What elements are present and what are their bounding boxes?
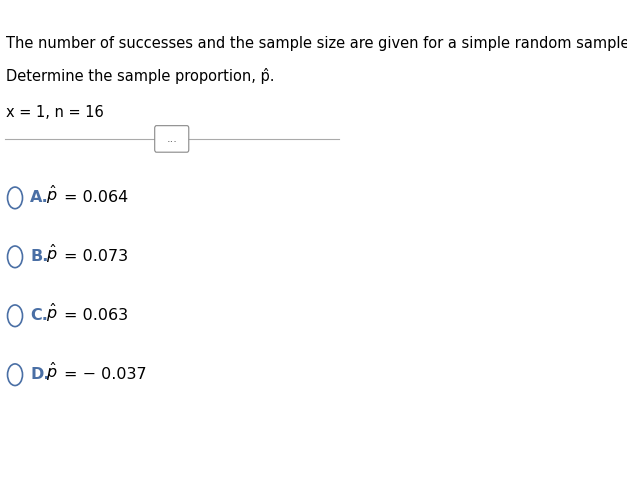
Text: ...: ... bbox=[166, 134, 177, 144]
FancyBboxPatch shape bbox=[155, 125, 189, 152]
Text: A.: A. bbox=[30, 190, 49, 206]
Text: C.: C. bbox=[30, 308, 48, 323]
Text: = − 0.037: = − 0.037 bbox=[65, 367, 147, 382]
Text: The number of successes and the sample size are given for a simple random sample: The number of successes and the sample s… bbox=[6, 36, 627, 51]
Text: Determine the sample proportion, p̂.: Determine the sample proportion, p̂. bbox=[6, 68, 275, 83]
Text: $\hat{p}$: $\hat{p}$ bbox=[46, 302, 57, 325]
Text: = 0.063: = 0.063 bbox=[65, 308, 129, 323]
Text: D.: D. bbox=[30, 367, 50, 382]
Text: x = 1, n = 16: x = 1, n = 16 bbox=[6, 105, 103, 120]
Text: = 0.064: = 0.064 bbox=[65, 190, 129, 206]
Text: $\hat{p}$: $\hat{p}$ bbox=[46, 244, 57, 265]
Text: $\hat{p}$: $\hat{p}$ bbox=[46, 184, 57, 206]
Text: = 0.073: = 0.073 bbox=[65, 249, 129, 264]
Text: $\hat{p}$: $\hat{p}$ bbox=[46, 361, 57, 383]
Text: B.: B. bbox=[30, 249, 49, 264]
